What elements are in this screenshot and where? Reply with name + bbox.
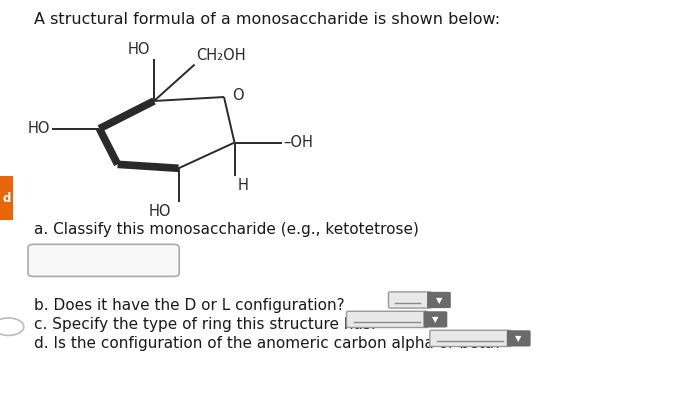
Text: H: H xyxy=(238,178,249,193)
FancyBboxPatch shape xyxy=(424,311,447,327)
Text: a. Classify this monosaccharide (e.g., ketotetrose): a. Classify this monosaccharide (e.g., k… xyxy=(34,222,419,237)
Text: b. Does it have the D or L configuration?: b. Does it have the D or L configuration… xyxy=(34,298,344,313)
Text: c. Specify the type of ring this structure has.: c. Specify the type of ring this structu… xyxy=(34,317,375,332)
FancyBboxPatch shape xyxy=(507,330,531,346)
FancyBboxPatch shape xyxy=(389,292,431,308)
Text: –OH: –OH xyxy=(284,135,314,150)
Text: O: O xyxy=(232,88,244,103)
Text: HO: HO xyxy=(128,42,150,57)
FancyBboxPatch shape xyxy=(346,311,428,327)
FancyBboxPatch shape xyxy=(427,292,451,308)
FancyBboxPatch shape xyxy=(28,244,179,276)
Circle shape xyxy=(0,318,24,335)
Text: d: d xyxy=(2,192,10,204)
FancyBboxPatch shape xyxy=(430,330,511,346)
Text: ▼: ▼ xyxy=(435,296,442,305)
Text: HO: HO xyxy=(149,204,172,219)
Text: A structural formula of a monosaccharide is shown below:: A structural formula of a monosaccharide… xyxy=(34,12,500,27)
Text: HO: HO xyxy=(28,121,50,136)
Text: ▼: ▼ xyxy=(432,315,439,324)
Text: CH₂OH: CH₂OH xyxy=(196,48,246,63)
Text: ▼: ▼ xyxy=(515,334,522,343)
Bar xyxy=(0,176,13,220)
Text: d. Is the configuration of the anomeric carbon alpha or beta?: d. Is the configuration of the anomeric … xyxy=(34,336,502,351)
